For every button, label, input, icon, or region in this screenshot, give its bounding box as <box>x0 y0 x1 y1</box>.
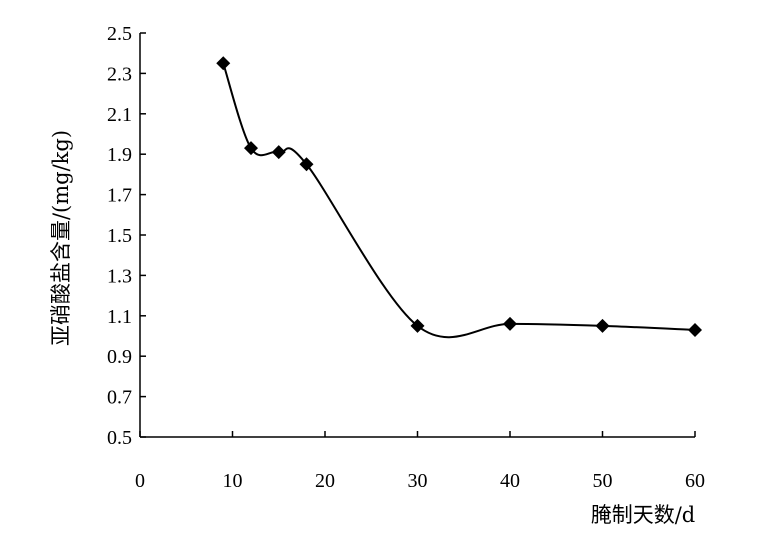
y-tick-label: 1.1 <box>107 306 132 328</box>
x-tick-label: 20 <box>315 470 335 492</box>
y-axis-title: 亚硝酸盐含量/(mg/kg) <box>49 130 73 346</box>
data-point-marker <box>299 157 314 172</box>
y-tick-label: 0.5 <box>107 427 132 449</box>
y-tick-label: 1.7 <box>107 185 132 207</box>
data-point-marker <box>271 145 286 160</box>
data-point-marker <box>688 322 702 337</box>
data-point-marker <box>503 316 517 331</box>
markers <box>216 56 702 337</box>
y-tick-label: 2.5 <box>107 23 132 45</box>
x-axis-title: 腌制天数/d <box>591 503 696 527</box>
data-point-marker <box>216 56 231 71</box>
y-tick-label: 2.1 <box>107 104 132 126</box>
x-tick-label: 30 <box>408 470 428 492</box>
x-tick-label: 40 <box>500 470 520 492</box>
x-tick-label: 60 <box>685 470 705 492</box>
y-tick-label: 2.3 <box>107 63 132 85</box>
series-path <box>222 62 696 339</box>
y-ticks: 0.5 0.7 0.9 1.1 1.3 1.5 1.7 1.9 2.1 2.3 2.5 <box>107 23 146 449</box>
x-tick-label: 0 <box>135 470 145 492</box>
data-point-marker <box>244 141 258 156</box>
data-point-marker <box>595 318 610 333</box>
y-tick-label: 0.7 <box>107 387 132 409</box>
axes <box>139 33 695 438</box>
x-tick-label: 10 <box>223 470 243 492</box>
series-line <box>222 62 696 339</box>
y-tick-label: 1.3 <box>107 265 132 287</box>
data-point-marker <box>410 318 425 333</box>
x-ticks: 0 10 20 30 40 50 60 <box>135 431 705 492</box>
x-tick-label: 50 <box>593 470 613 492</box>
y-tick-label: 1.5 <box>107 225 132 247</box>
y-tick-label: 1.9 <box>107 144 132 166</box>
y-tick-label: 0.9 <box>107 346 132 368</box>
